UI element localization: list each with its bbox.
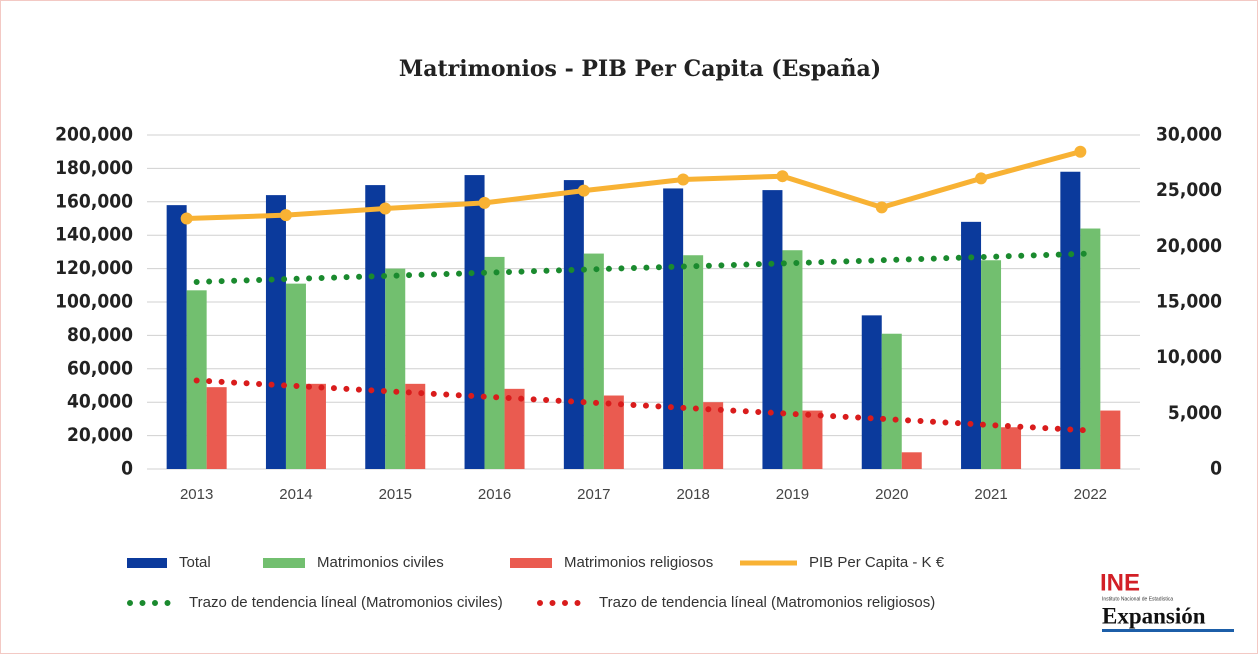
bar	[265, 195, 286, 469]
bar	[981, 260, 1002, 469]
bar	[583, 253, 604, 469]
y-tick-label: 200,000	[55, 124, 133, 146]
expansion-underline	[1102, 629, 1234, 632]
x-tick-label: 2013	[180, 486, 213, 503]
line-point	[875, 201, 888, 214]
y-tick-label: 100,000	[55, 291, 133, 313]
bar	[405, 383, 426, 469]
bar	[603, 395, 624, 469]
y-tick-label: 120,000	[55, 257, 133, 279]
bar	[305, 383, 326, 469]
bar	[1080, 228, 1101, 469]
bar	[285, 283, 306, 469]
trend-line	[193, 377, 1094, 434]
bar	[961, 221, 982, 469]
bar	[484, 256, 505, 469]
bar	[802, 410, 823, 469]
line-point	[776, 170, 789, 183]
legend-swatch	[263, 558, 305, 568]
y-tick-label: 80,000	[67, 324, 133, 346]
legend-swatch	[127, 558, 167, 568]
y-tick-label: 20,000	[67, 424, 133, 446]
x-tick-label: 2021	[974, 486, 1007, 503]
y-tick-label: 180,000	[55, 157, 133, 179]
y2-tick-label: 25,000	[1156, 179, 1222, 201]
line-point	[279, 209, 292, 222]
ine-logo: INE	[1100, 569, 1140, 596]
expansion-logo: Expansión	[1102, 603, 1206, 628]
legend-label: Matrimonios civiles	[317, 554, 444, 571]
x-tick-label: 2016	[478, 486, 511, 503]
y2-tick-label: 15,000	[1156, 291, 1222, 313]
y-tick-label: 140,000	[55, 224, 133, 246]
bar	[703, 402, 724, 469]
y2-tick-label: 10,000	[1156, 346, 1222, 368]
line-point	[577, 184, 590, 197]
legend-swatch	[510, 558, 552, 568]
line-point	[975, 172, 988, 185]
trend-line	[193, 250, 1094, 285]
bar	[901, 452, 922, 469]
x-tick-label: 2014	[279, 486, 312, 503]
y2-tick-label: 0	[1210, 458, 1222, 480]
bar	[563, 180, 584, 469]
x-tick-label: 2022	[1074, 486, 1107, 503]
bar	[166, 205, 187, 469]
bar	[881, 333, 902, 469]
bar	[206, 387, 227, 469]
legend-label: Trazo de tendencia líneal (Matromonios r…	[599, 594, 935, 611]
bar	[1060, 171, 1081, 470]
line-point	[478, 196, 491, 209]
y2-tick-label: 5,000	[1168, 402, 1222, 424]
bar	[1001, 427, 1022, 469]
y-tick-label: 0	[121, 458, 133, 480]
bar	[1100, 410, 1121, 469]
line-point	[677, 173, 690, 186]
x-tick-label: 2017	[577, 486, 610, 503]
line-point	[180, 212, 193, 225]
chart-title: Matrimonios - PIB Per Capita (España)	[399, 56, 881, 82]
bar	[861, 315, 882, 469]
ine-subtitle: Instituto Nacional de Estadística	[1102, 596, 1173, 602]
bar	[504, 388, 525, 469]
legend-label: Total	[179, 554, 211, 571]
bar	[782, 250, 803, 469]
y-tick-label: 160,000	[55, 190, 133, 212]
legend-label: PIB Per Capita - K €	[809, 554, 945, 571]
bar	[683, 255, 704, 469]
legend-label: Matrimonios religiosos	[564, 554, 713, 571]
x-tick-label: 2019	[776, 486, 809, 503]
bar	[464, 175, 485, 469]
x-tick-label: 2020	[875, 486, 908, 503]
x-tick-label: 2015	[379, 486, 412, 503]
line-point	[1074, 145, 1087, 158]
y2-tick-label: 20,000	[1156, 235, 1222, 257]
x-tick-label: 2018	[676, 486, 709, 503]
bar	[365, 185, 386, 469]
bar	[663, 188, 684, 469]
bar	[385, 268, 406, 469]
y2-tick-label: 30,000	[1156, 124, 1222, 146]
line-point	[379, 202, 392, 215]
y-tick-label: 40,000	[67, 391, 133, 413]
bar	[762, 190, 783, 470]
line	[184, 149, 1083, 221]
y-tick-label: 60,000	[67, 357, 133, 379]
legend-label: Trazo de tendencia líneal (Matromonios c…	[189, 594, 503, 611]
